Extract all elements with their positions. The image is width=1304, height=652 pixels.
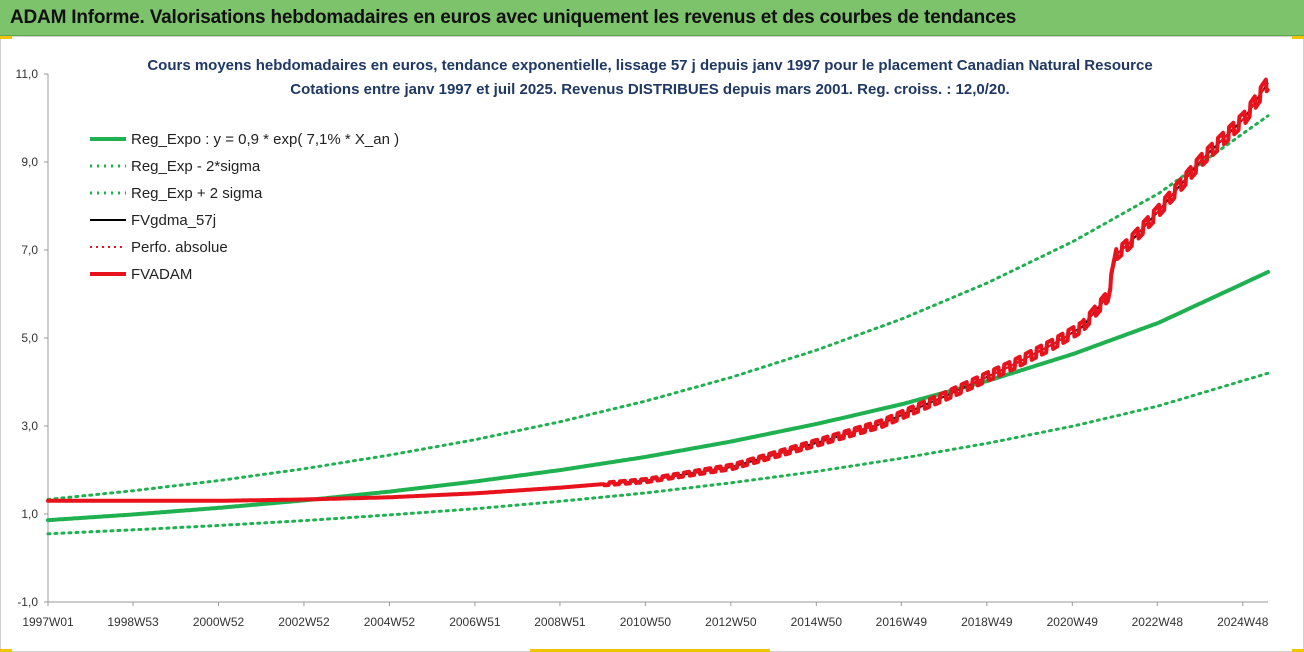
corner-marker-bottom-left [0, 649, 12, 652]
y-ticks: -1,0 1,0 3,0 5,0 7,0 9,0 11,0 [16, 67, 48, 609]
y-tick-label: 5,0 [21, 331, 38, 345]
x-ticks: 1997W01 1998W53 2000W52 2002W52 2004W52 2006W… [22, 602, 1269, 629]
series-line-5 [46, 77, 1270, 503]
x-tick-label: 2016W49 [876, 615, 928, 629]
x-tick-label: 2010W50 [620, 615, 672, 629]
legend-label-0: Reg_Expo : y = 0,9 * exp( 7,1% * X_an ) [131, 131, 399, 148]
corner-marker-bottom-mid [530, 649, 770, 652]
corner-marker-top-right [1292, 36, 1304, 39]
y-tick-label: 7,0 [21, 243, 38, 257]
x-tick-label: 2002W52 [278, 615, 330, 629]
x-tick-label: 1998W53 [107, 615, 159, 629]
series-line-2 [46, 114, 1270, 501]
x-tick-label: 2024W48 [1217, 615, 1269, 629]
x-tick-label: 2018W49 [961, 615, 1013, 629]
series-line-1 [46, 371, 1270, 536]
y-tick-label: 11,0 [16, 67, 39, 81]
x-tick-label: 2012W50 [705, 615, 757, 629]
x-tick-label: 2014W50 [791, 615, 843, 629]
page-title: ADAM Informe. Valorisations hebdomadaire… [10, 7, 1017, 28]
x-tick-label: 1997W01 [22, 615, 74, 629]
series-group [46, 77, 1270, 536]
legend: Reg_Expo : y = 0,9 * exp( 7,1% * X_an ) R… [90, 131, 399, 283]
x-tick-label: 2022W48 [1132, 615, 1184, 629]
y-tick-label: -1,0 [17, 595, 38, 609]
y-tick-label: 9,0 [21, 155, 38, 169]
y-tick-label: 1,0 [21, 507, 38, 521]
x-tick-label: 2000W52 [193, 615, 245, 629]
chart-title-line1: Cours moyens hebdomadaires en euros, ten… [147, 57, 1152, 74]
legend-label-5: FVADAM [131, 266, 192, 283]
legend-label-1: Reg_Exp - 2*sigma [131, 158, 261, 175]
x-tick-label: 2006W51 [449, 615, 501, 629]
y-tick-label: 3,0 [21, 419, 38, 433]
legend-label-2: Reg_Exp + 2 sigma [131, 185, 263, 202]
legend-label-3: FVgdma_57j [131, 212, 216, 229]
corner-marker-bottom-right [1292, 649, 1304, 652]
x-tick-label: 2008W51 [534, 615, 586, 629]
chart-title-line2: Cotations entre janv 1997 et juil 2025. … [290, 81, 1009, 98]
corner-marker-top-left [0, 36, 12, 39]
title-bar: ADAM Informe. Valorisations hebdomadaire… [0, 0, 1304, 36]
x-tick-label: 2004W52 [364, 615, 416, 629]
legend-label-4: Perfo. absolue [131, 239, 228, 256]
series-line-0 [46, 270, 1270, 523]
x-tick-label: 2020W49 [1047, 615, 1099, 629]
